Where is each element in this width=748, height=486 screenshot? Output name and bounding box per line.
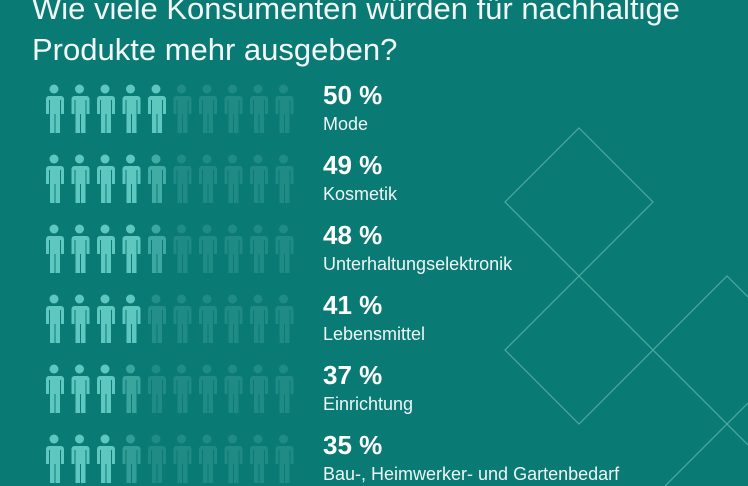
person-icon <box>199 84 217 133</box>
person-icon <box>71 364 90 413</box>
person-icon <box>275 154 294 203</box>
person-icon <box>148 84 166 133</box>
person-icon <box>97 364 115 413</box>
person-icon <box>173 364 192 413</box>
person-icon <box>224 294 243 343</box>
person-icon <box>122 154 141 203</box>
person-icon <box>46 84 64 133</box>
value-label: 49 % <box>323 150 383 180</box>
person-icon <box>122 84 141 133</box>
person-icon <box>250 294 268 343</box>
person-icon <box>71 84 90 133</box>
person-icon <box>71 154 90 203</box>
person-icon <box>173 224 192 273</box>
person-icon <box>148 364 166 413</box>
person-icon <box>250 434 268 483</box>
person-icon <box>275 84 294 133</box>
diamond-outline <box>652 275 748 425</box>
category-label: Mode <box>323 114 369 134</box>
person-icon <box>224 434 243 483</box>
person-icon <box>275 294 294 343</box>
person-icon <box>275 224 294 273</box>
person-icon <box>46 154 64 203</box>
person-icon <box>71 434 90 483</box>
person-icons <box>46 294 294 343</box>
category-label: Unterhaltungselektronik <box>323 254 513 274</box>
person-icon <box>46 364 64 413</box>
value-label: 41 % <box>323 290 383 320</box>
person-icon <box>199 364 217 413</box>
person-icon <box>199 434 217 483</box>
diamond-outline <box>504 275 654 425</box>
person-icon <box>199 154 217 203</box>
person-icon <box>97 224 115 273</box>
chart-row: 48 % Unterhaltungselektronik <box>44 220 644 274</box>
person-icon <box>97 294 115 343</box>
diamond-outline <box>664 423 748 486</box>
person-icon <box>173 84 192 133</box>
person-icon <box>199 294 217 343</box>
chart-row: 37 % Einrichtung <box>44 360 644 414</box>
value-label: 50 % <box>323 80 383 110</box>
person-icons <box>46 84 294 133</box>
person-icons <box>46 434 294 483</box>
value-label: 48 % <box>323 220 383 250</box>
person-icons <box>46 224 294 273</box>
person-icon <box>224 154 243 203</box>
chart-row: 50 % Mode <box>44 80 644 134</box>
person-icon <box>122 294 141 343</box>
person-icon <box>275 364 294 413</box>
person-icon <box>71 294 90 343</box>
category-label: Lebensmittel <box>323 324 426 344</box>
person-icons <box>46 364 294 413</box>
person-icons <box>46 154 294 203</box>
value-label: 37 % <box>323 360 383 390</box>
person-icon <box>97 154 115 203</box>
person-icon <box>122 434 141 483</box>
person-icon <box>122 224 141 273</box>
chart-row: 49 % Kosmetik <box>44 150 644 204</box>
person-icon <box>46 224 64 273</box>
person-icon <box>224 84 243 133</box>
person-icon <box>148 294 166 343</box>
person-icon <box>250 364 268 413</box>
person-icon <box>275 434 294 483</box>
person-icon <box>224 364 243 413</box>
chart-title: Wie viele Konsumenten würden für nachhal… <box>32 0 680 67</box>
chart-row: 35 % Bau-, Heimwerker- und Gartenbedarf <box>44 430 644 484</box>
person-icon <box>46 434 64 483</box>
person-icon <box>250 224 268 273</box>
person-icon <box>97 434 115 483</box>
person-icon <box>148 224 166 273</box>
person-icon <box>224 224 243 273</box>
person-icon <box>250 154 268 203</box>
person-icon <box>199 224 217 273</box>
person-icon <box>148 154 166 203</box>
person-icon <box>173 154 192 203</box>
person-icon <box>122 364 141 413</box>
person-icon <box>46 294 64 343</box>
value-label: 35 % <box>323 430 383 460</box>
person-icon <box>173 294 192 343</box>
category-label: Einrichtung <box>323 394 414 414</box>
chart-row: 41 % Lebensmittel <box>44 290 644 344</box>
person-icon <box>148 434 166 483</box>
person-icon <box>71 224 90 273</box>
person-icon <box>250 84 268 133</box>
category-label: Bau-, Heimwerker- und Gartenbedarf <box>323 464 620 484</box>
person-icon <box>173 434 192 483</box>
person-icon <box>97 84 115 133</box>
category-label: Kosmetik <box>323 184 398 204</box>
